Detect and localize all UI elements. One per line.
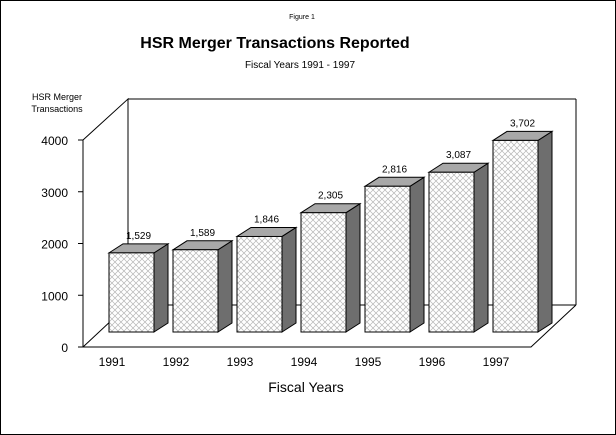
y-axis-label-line2: Transactions — [31, 104, 83, 114]
x-tick-label: 1992 — [163, 355, 190, 369]
y-tick-label: 3000 — [41, 186, 68, 200]
data-label: 1,846 — [254, 214, 279, 225]
x-tick-label: 1993 — [227, 355, 254, 369]
bar-front — [236, 235, 283, 333]
bar-front — [300, 212, 347, 333]
x-ticks: 1991 1992 1993 1994 1995 1996 1997 — [99, 355, 510, 369]
bar-front — [428, 171, 475, 333]
data-label: 1,529 — [126, 231, 151, 242]
bar-side — [153, 242, 169, 333]
bar-1991 — [107, 242, 170, 333]
bar-side — [473, 162, 489, 333]
y-tick-label: 0 — [61, 341, 68, 355]
floor-front-edge — [83, 304, 577, 348]
bar-front — [108, 252, 155, 333]
chart-title: HSR Merger Transactions Reported — [140, 35, 409, 52]
bar-side — [409, 176, 425, 333]
data-label: 1,589 — [190, 228, 215, 239]
bar-1995 — [363, 176, 426, 333]
bar-1992 — [171, 239, 234, 333]
bar-front — [492, 139, 539, 333]
bar-front — [364, 185, 411, 333]
data-label: 3,087 — [446, 150, 471, 161]
y-tick-label: 4000 — [41, 134, 68, 148]
bar-side — [345, 202, 361, 333]
bar-side — [281, 226, 297, 333]
figure-label: Figure 1 — [289, 14, 315, 21]
bar-1997 — [491, 130, 554, 333]
data-label: 2,816 — [382, 164, 407, 175]
x-tick-label: 1997 — [483, 355, 510, 369]
data-label: 2,305 — [318, 191, 343, 202]
bar-side — [537, 130, 553, 333]
x-tick-label: 1994 — [291, 355, 318, 369]
bar-1993 — [235, 226, 298, 333]
bar-1994 — [299, 202, 362, 333]
y-axis-label-line1: HSR Merger — [32, 92, 82, 102]
x-tick-label: 1991 — [99, 355, 126, 369]
bar-front — [172, 249, 219, 333]
chart-subtitle: Fiscal Years 1991 - 1997 — [245, 60, 356, 71]
x-tick-label: 1995 — [355, 355, 382, 369]
bars: 1,529 1,589 1,846 2,305 2,816 3,087 3,702 — [107, 118, 554, 333]
x-tick-label: 1996 — [419, 355, 446, 369]
y-tick-label: 2000 — [41, 238, 68, 252]
x-axis-label: Fiscal Years — [268, 379, 343, 395]
bar-1996 — [427, 162, 490, 333]
y-tick-label: 1000 — [41, 289, 68, 303]
data-label: 3,702 — [510, 118, 535, 129]
bar-side — [217, 239, 233, 333]
y-ticks: 0 1000 2000 3000 4000 — [41, 134, 83, 355]
